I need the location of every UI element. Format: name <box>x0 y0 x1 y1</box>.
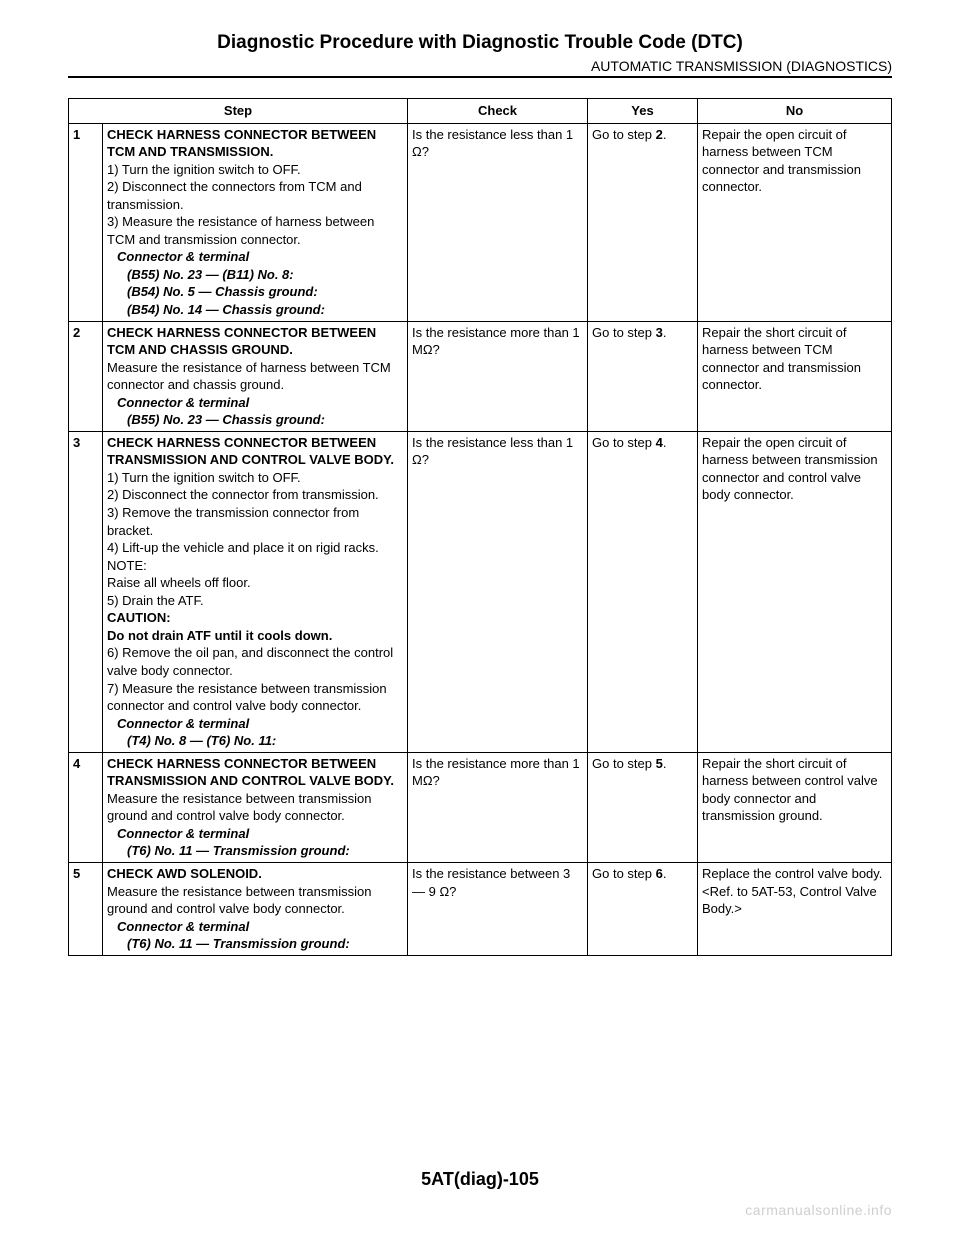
step-line: 6) Remove the oil pan, and disconnect th… <box>107 644 403 679</box>
connector-terminal-line: (B54) No. 14 — Chassis ground: <box>107 301 403 319</box>
yes-text-post: . <box>663 756 667 771</box>
connector-terminal-label: Connector & terminal <box>107 715 403 733</box>
yes-text: Go to step <box>592 756 656 771</box>
step-number: 3 <box>69 431 103 752</box>
connector-terminal-line: (T6) No. 11 — Transmission ground: <box>107 935 403 953</box>
yes-text: Go to step <box>592 127 656 142</box>
step-cell: CHECK HARNESS CONNECTOR BETWEEN TCM AND … <box>103 321 408 431</box>
page-title: Diagnostic Procedure with Diagnostic Tro… <box>68 32 892 54</box>
step-title: CHECK HARNESS CONNECTOR BETWEEN TCM AND … <box>107 126 403 161</box>
yes-text-post: . <box>663 435 667 450</box>
step-number: 4 <box>69 752 103 862</box>
yes-text: Go to step <box>592 435 656 450</box>
yes-step-ref: 6 <box>656 866 663 881</box>
yes-cell: Go to step 3. <box>588 321 698 431</box>
yes-step-ref: 4 <box>656 435 663 450</box>
page-number: 5AT(diag)-105 <box>0 1169 960 1190</box>
table-row: 1CHECK HARNESS CONNECTOR BETWEEN TCM AND… <box>69 123 892 321</box>
connector-terminal-line: (B55) No. 23 — (B11) No. 8: <box>107 266 403 284</box>
step-title: CHECK AWD SOLENOID. <box>107 865 403 883</box>
yes-step-ref: 2 <box>656 127 663 142</box>
yes-cell: Go to step 5. <box>588 752 698 862</box>
diagnostic-table: Step Check Yes No 1CHECK HARNESS CONNECT… <box>68 98 892 956</box>
no-cell: Repair the short circuit of harness betw… <box>698 321 892 431</box>
no-cell: Repair the open circuit of harness betwe… <box>698 431 892 752</box>
no-cell: Repair the short circuit of harness betw… <box>698 752 892 862</box>
step-line: 1) Turn the ignition switch to OFF. <box>107 161 403 179</box>
check-cell: Is the resistance more than 1 MΩ? <box>408 752 588 862</box>
yes-cell: Go to step 6. <box>588 862 698 955</box>
step-line: 2) Disconnect the connectors from TCM an… <box>107 178 403 213</box>
step-line: 5) Drain the ATF. <box>107 592 403 610</box>
yes-step-ref: 3 <box>656 325 663 340</box>
col-check: Check <box>408 99 588 124</box>
col-yes: Yes <box>588 99 698 124</box>
yes-text-post: . <box>663 866 667 881</box>
watermark: carmanualsonline.info <box>745 1202 892 1218</box>
step-number: 1 <box>69 123 103 321</box>
yes-cell: Go to step 2. <box>588 123 698 321</box>
note-text: Raise all wheels off floor. <box>107 574 403 592</box>
step-cell: CHECK HARNESS CONNECTOR BETWEEN TCM AND … <box>103 123 408 321</box>
check-cell: Is the resistance more than 1 MΩ? <box>408 321 588 431</box>
yes-text: Go to step <box>592 866 656 881</box>
step-line: 3) Remove the transmission connector fro… <box>107 504 403 539</box>
col-step: Step <box>69 99 408 124</box>
check-cell: Is the resistance between 3 — 9 Ω? <box>408 862 588 955</box>
table-row: 5CHECK AWD SOLENOID.Measure the resistan… <box>69 862 892 955</box>
caution-text: Do not drain ATF until it cools down. <box>107 627 403 645</box>
step-line: 1) Turn the ignition switch to OFF. <box>107 469 403 487</box>
table-row: 3CHECK HARNESS CONNECTOR BETWEEN TRANSMI… <box>69 431 892 752</box>
yes-text: Go to step <box>592 325 656 340</box>
connector-terminal-label: Connector & terminal <box>107 248 403 266</box>
yes-step-ref: 5 <box>656 756 663 771</box>
caution-label: CAUTION: <box>107 609 403 627</box>
yes-text-post: . <box>663 325 667 340</box>
connector-terminal-line: (B54) No. 5 — Chassis ground: <box>107 283 403 301</box>
step-cell: CHECK HARNESS CONNECTOR BETWEEN TRANSMIS… <box>103 752 408 862</box>
step-cell: CHECK AWD SOLENOID.Measure the resistanc… <box>103 862 408 955</box>
step-title: CHECK HARNESS CONNECTOR BETWEEN TRANSMIS… <box>107 755 403 790</box>
step-line: 4) Lift-up the vehicle and place it on r… <box>107 539 403 557</box>
connector-terminal-line: (T6) No. 11 — Transmission ground: <box>107 842 403 860</box>
step-cell: CHECK HARNESS CONNECTOR BETWEEN TRANSMIS… <box>103 431 408 752</box>
yes-text-post: . <box>663 127 667 142</box>
step-number: 2 <box>69 321 103 431</box>
connector-terminal-label: Connector & terminal <box>107 918 403 936</box>
step-line: Measure the resistance between transmiss… <box>107 790 403 825</box>
no-cell: Replace the control valve body. <Ref. to… <box>698 862 892 955</box>
table-row: 4CHECK HARNESS CONNECTOR BETWEEN TRANSMI… <box>69 752 892 862</box>
yes-cell: Go to step 4. <box>588 431 698 752</box>
step-title: CHECK HARNESS CONNECTOR BETWEEN TRANSMIS… <box>107 434 403 469</box>
table-header-row: Step Check Yes No <box>69 99 892 124</box>
step-line: 7) Measure the resistance between transm… <box>107 680 403 715</box>
title-rule <box>68 76 892 78</box>
check-cell: Is the resistance less than 1 Ω? <box>408 123 588 321</box>
check-cell: Is the resistance less than 1 Ω? <box>408 431 588 752</box>
connector-terminal-label: Connector & terminal <box>107 825 403 843</box>
connector-terminal-label: Connector & terminal <box>107 394 403 412</box>
section-title: AUTOMATIC TRANSMISSION (DIAGNOSTICS) <box>68 58 892 74</box>
step-line: 2) Disconnect the connector from transmi… <box>107 486 403 504</box>
connector-terminal-line: (B55) No. 23 — Chassis ground: <box>107 411 403 429</box>
note-label: NOTE: <box>107 557 403 575</box>
connector-terminal-line: (T4) No. 8 — (T6) No. 11: <box>107 732 403 750</box>
step-number: 5 <box>69 862 103 955</box>
step-line: Measure the resistance between transmiss… <box>107 883 403 918</box>
step-line: 3) Measure the resistance of harness bet… <box>107 213 403 248</box>
step-line: Measure the resistance of harness betwee… <box>107 359 403 394</box>
table-row: 2CHECK HARNESS CONNECTOR BETWEEN TCM AND… <box>69 321 892 431</box>
no-cell: Repair the open circuit of harness betwe… <box>698 123 892 321</box>
step-title: CHECK HARNESS CONNECTOR BETWEEN TCM AND … <box>107 324 403 359</box>
col-no: No <box>698 99 892 124</box>
